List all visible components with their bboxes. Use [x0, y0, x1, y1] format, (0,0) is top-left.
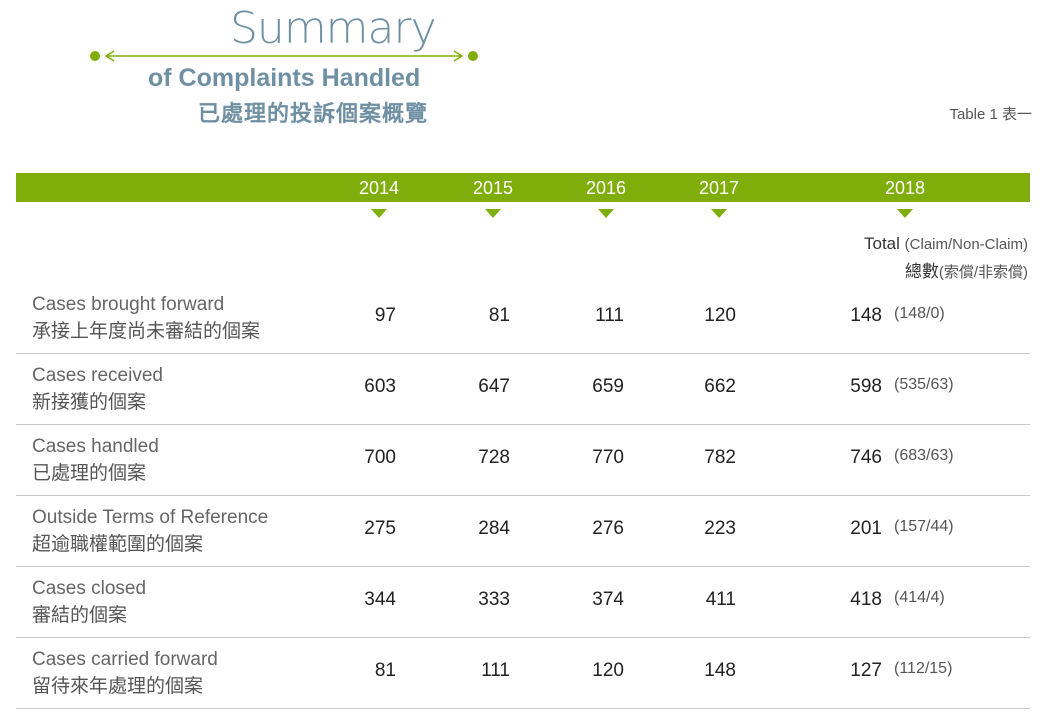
row-label: Cases brought forward 承接上年度尚未審結的個案 — [32, 291, 260, 345]
column-arrow-2015 — [485, 209, 501, 218]
cell-2015: 284 — [478, 518, 510, 539]
column-header-2015: 2015 — [472, 178, 514, 198]
cell-2017: 148 — [704, 660, 736, 681]
total-header-zh-sub: (索償/非索償) — [938, 264, 1028, 281]
table-row: Cases handled 已處理的個案 700 728 770 782 746… — [16, 425, 1030, 496]
cell-2018-split: (148/0) — [894, 305, 945, 322]
total-header-zh: 總數 — [904, 262, 939, 281]
table-body: Cases brought forward 承接上年度尚未審結的個案 97 81… — [16, 283, 1030, 709]
cell-2017: 662 — [704, 376, 736, 397]
cell-2015: 333 — [478, 589, 510, 610]
row-label-zh: 超逾職權範圍的個案 — [32, 534, 204, 555]
cell-2015: 647 — [478, 376, 510, 397]
table-row: Cases carried forward 留待來年處理的個案 81 111 1… — [16, 638, 1030, 709]
row-label-zh: 承接上年度尚未審結的個案 — [32, 321, 261, 342]
row-label-zh: 新接獲的個案 — [32, 392, 147, 413]
cell-2015: 728 — [478, 447, 510, 468]
subtitle-en: of Complaints Handled — [148, 64, 421, 92]
cell-2018-split: (414/4) — [894, 589, 945, 606]
table-row: Cases received 新接獲的個案 603 647 659 662 59… — [16, 354, 1030, 425]
column-arrow-2016 — [598, 209, 614, 218]
subtitle-zh: 已處理的投訴個案概覽 — [198, 101, 429, 126]
column-arrow-2014 — [371, 209, 387, 218]
cell-2018-total: 127 — [850, 660, 882, 681]
total-header: Total (Claim/Non-Claim) 總數(索償/非索償) — [864, 230, 1028, 286]
row-label: Cases carried forward 留待來年處理的個案 — [32, 646, 218, 700]
column-arrow-2017 — [711, 209, 727, 218]
table-label: Table 1 表一 — [949, 106, 1032, 123]
row-label-en: Outside Terms of Reference — [32, 507, 269, 528]
row-label-en: Cases received — [32, 365, 163, 386]
title-arrow-line — [90, 50, 478, 62]
cell-2018-split: (157/44) — [894, 518, 954, 535]
row-label-zh: 審結的個案 — [32, 605, 128, 626]
table-row: Cases brought forward 承接上年度尚未審結的個案 97 81… — [16, 283, 1030, 354]
cell-2018-split: (112/15) — [894, 660, 953, 677]
row-label: Cases closed 審結的個案 — [32, 575, 146, 629]
cell-2018-split: (535/63) — [894, 376, 954, 393]
cell-2014: 700 — [364, 447, 396, 468]
total-header-en: Total — [864, 234, 900, 253]
cell-2018-split: (683/63) — [894, 447, 954, 464]
cell-2018-total: 418 — [850, 589, 882, 610]
cell-2015: 81 — [488, 305, 510, 326]
cell-2015: 111 — [481, 660, 510, 681]
cell-2017: 782 — [704, 447, 736, 468]
cell-2018-total: 201 — [850, 518, 882, 539]
row-label-en: Cases brought forward — [32, 294, 225, 315]
row-label-en: Cases closed — [32, 578, 147, 599]
title-block: Summary of Complaints Handled 已處理的投訴個案概覽 — [88, 0, 488, 130]
cell-2018-total: 746 — [850, 447, 882, 468]
cell-2018-total: 148 — [850, 305, 882, 326]
table-header-bar: 2014 2015 2016 2017 2018 — [16, 173, 1030, 202]
cell-2016: 659 — [592, 376, 624, 397]
cell-2016: 276 — [592, 518, 624, 539]
cell-2014: 97 — [374, 305, 396, 326]
column-header-2016: 2016 — [585, 178, 627, 198]
row-label: Outside Terms of Reference 超逾職權範圍的個案 — [32, 504, 268, 558]
column-header-2017: 2017 — [698, 178, 740, 198]
cell-2017: 223 — [704, 518, 736, 539]
cell-2016: 111 — [595, 305, 624, 326]
cell-2016: 770 — [592, 447, 624, 468]
table-row: Cases closed 審結的個案 344 333 374 411 418 (… — [16, 567, 1030, 638]
row-label-zh: 留待來年處理的個案 — [32, 676, 204, 697]
row-label-en: Cases handled — [32, 436, 159, 457]
column-arrow-2018 — [897, 209, 913, 218]
row-label: Cases handled 已處理的個案 — [32, 433, 159, 487]
row-label: Cases received 新接獲的個案 — [32, 362, 163, 416]
total-header-en-sub: (Claim/Non-Claim) — [904, 236, 1028, 253]
cell-2014: 603 — [364, 376, 396, 397]
cell-2017: 411 — [705, 589, 736, 610]
title-main: Summary — [230, 3, 437, 54]
column-header-2014: 2014 — [358, 178, 400, 198]
cell-2018-total: 598 — [850, 376, 882, 397]
row-label-en: Cases carried forward — [32, 649, 218, 670]
cell-2014: 81 — [374, 660, 396, 681]
table-row: Outside Terms of Reference 超逾職權範圍的個案 275… — [16, 496, 1030, 567]
cell-2014: 344 — [364, 589, 396, 610]
cell-2014: 275 — [364, 518, 396, 539]
cell-2016: 120 — [592, 660, 624, 681]
cell-2017: 120 — [704, 305, 736, 326]
row-label-zh: 已處理的個案 — [32, 463, 147, 484]
cell-2016: 374 — [592, 589, 624, 610]
column-header-2018: 2018 — [884, 178, 926, 198]
